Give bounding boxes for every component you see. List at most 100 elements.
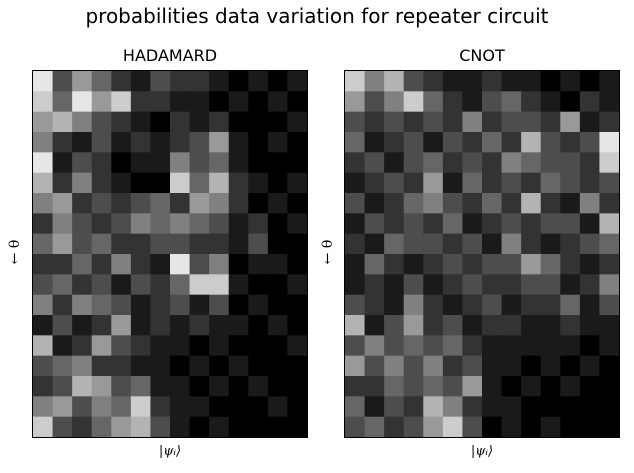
heatmap-cell — [403, 71, 424, 92]
heatmap-cell — [228, 376, 249, 397]
heatmap-cell — [248, 294, 269, 316]
heatmap-cell — [579, 254, 601, 275]
heatmap-cell — [403, 355, 424, 377]
heatmap-cell — [170, 274, 191, 296]
heatmap-cell — [599, 294, 619, 316]
heatmap-cell — [345, 91, 366, 113]
heatmap-cell — [228, 172, 249, 194]
heatmap-cell — [72, 376, 93, 397]
heatmap-cell — [130, 152, 152, 174]
heatmap-cell — [111, 376, 132, 397]
heatmap-cell — [521, 274, 542, 296]
heatmap-cell — [501, 416, 522, 437]
heatmap-cell — [521, 376, 542, 397]
heatmap-cell — [482, 254, 503, 275]
heatmap-cell — [462, 213, 483, 235]
heatmap-cell — [150, 132, 171, 153]
heatmap-cell — [209, 396, 230, 418]
heatmap-cell — [364, 152, 385, 174]
heatmap-cell — [560, 172, 581, 194]
heatmap-cell — [423, 376, 444, 397]
heatmap-cell — [579, 416, 601, 437]
heatmap-cell — [560, 355, 581, 377]
heatmap-cell — [33, 274, 54, 296]
heatmap-cell — [403, 193, 424, 214]
heatmap-cell — [501, 315, 522, 336]
heatmap-cell — [384, 396, 405, 418]
heatmap-cell — [150, 71, 171, 92]
heatmap-cell — [540, 213, 561, 235]
heatmap-cell — [462, 152, 483, 174]
heatmap-cell — [33, 294, 54, 316]
heatmap-cell — [209, 152, 230, 174]
heatmap-cell — [91, 396, 112, 418]
heatmap-cell — [287, 71, 307, 92]
heatmap-cell — [130, 111, 152, 133]
heatmap-cell — [521, 91, 542, 113]
heatmap-cell — [540, 111, 561, 133]
heatmap-cell — [52, 152, 73, 174]
heatmap-cell — [33, 132, 54, 153]
heatmap-cell — [403, 254, 424, 275]
heatmap-cell — [501, 91, 522, 113]
heatmap-cell — [267, 193, 289, 214]
heatmap-cell — [111, 274, 132, 296]
heatmap-cell — [599, 335, 619, 357]
heatmap-cell — [52, 254, 73, 275]
heatmap-cell — [91, 376, 112, 397]
heatmap-cell — [130, 416, 152, 437]
heatmap-cell — [228, 294, 249, 316]
heatmap-cell — [130, 233, 152, 255]
heatmap-cell — [170, 233, 191, 255]
heatmap-cell — [170, 193, 191, 214]
heatmap-cell — [423, 213, 444, 235]
heatmap-cell — [423, 274, 444, 296]
heatmap-cell — [540, 376, 561, 397]
heatmap-cell — [579, 172, 601, 194]
heatmap-cell — [403, 294, 424, 316]
heatmap-cell — [267, 172, 289, 194]
heatmap-cell — [384, 254, 405, 275]
heatmap-cell — [130, 132, 152, 153]
heatmap-cell — [91, 233, 112, 255]
heatmap-cell — [72, 254, 93, 275]
heatmap-cell — [267, 71, 289, 92]
heatmap-cell — [540, 335, 561, 357]
heatmap-cell — [189, 274, 210, 296]
heatmap-cell — [228, 355, 249, 377]
heatmap-cell — [91, 132, 112, 153]
heatmap-cell — [384, 111, 405, 133]
heatmap-cell — [579, 91, 601, 113]
heatmap-cell — [462, 376, 483, 397]
heatmap-cell — [345, 233, 366, 255]
heatmap-cell — [599, 193, 619, 214]
heatmap-cell — [130, 315, 152, 336]
heatmap-cell — [130, 254, 152, 275]
heatmap-cell — [403, 315, 424, 336]
heatmap-cell — [33, 396, 54, 418]
heatmap-cell — [209, 315, 230, 336]
heatmap-cell — [501, 132, 522, 153]
heatmap-cell — [170, 315, 191, 336]
heatmap-cell — [345, 396, 366, 418]
heatmap-cell — [72, 294, 93, 316]
heatmap-cell — [403, 111, 424, 133]
cnot-y-axis-label: ← θ — [320, 239, 336, 265]
heatmap-cell — [130, 396, 152, 418]
heatmap-cell — [345, 274, 366, 296]
heatmap-cell — [248, 315, 269, 336]
heatmap-cell — [111, 416, 132, 437]
heatmap-cell — [579, 376, 601, 397]
heatmap-cell — [150, 355, 171, 377]
heatmap-cell — [170, 172, 191, 194]
heatmap-cell — [150, 213, 171, 235]
heatmap-cell — [501, 71, 522, 92]
heatmap-cell — [150, 294, 171, 316]
heatmap-cell — [521, 132, 542, 153]
heatmap-cell — [150, 193, 171, 214]
heatmap-cell — [364, 416, 385, 437]
heatmap-cell — [579, 111, 601, 133]
heatmap-cell — [189, 152, 210, 174]
heatmap-cell — [482, 152, 503, 174]
heatmap-cell — [33, 91, 54, 113]
